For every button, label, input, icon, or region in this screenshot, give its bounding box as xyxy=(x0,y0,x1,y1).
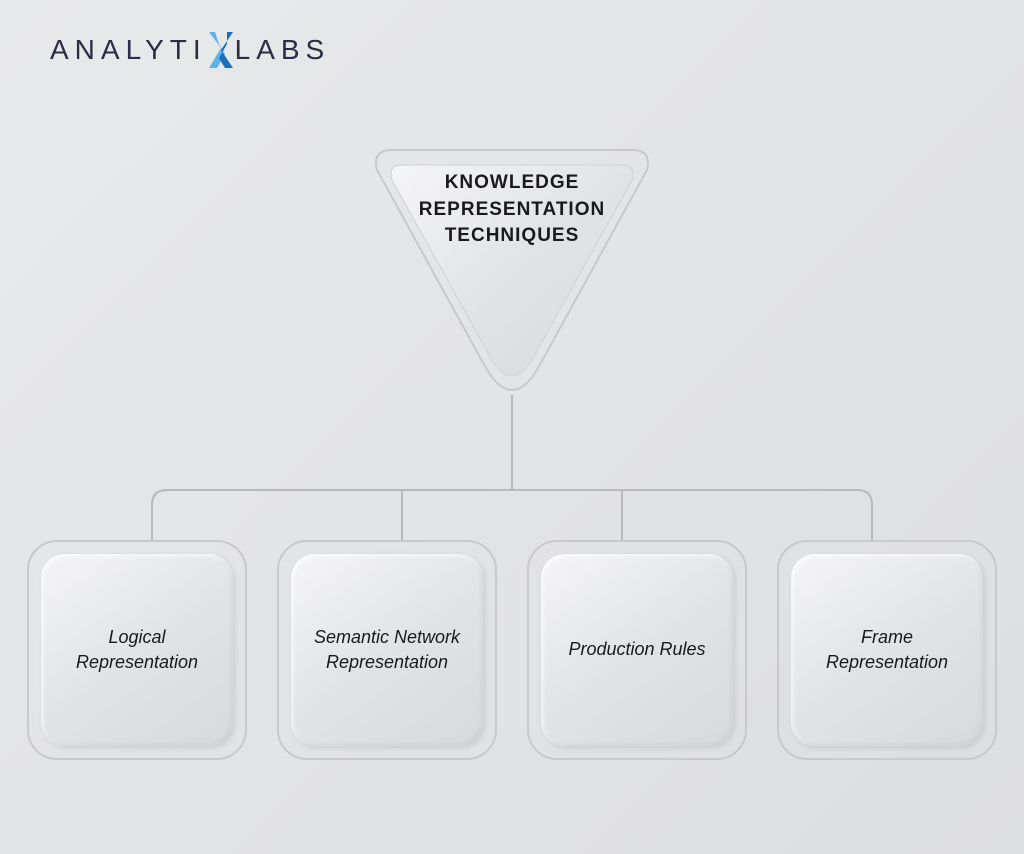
child-node-frame: Frame Representation xyxy=(777,540,997,760)
children-row: Logical Representation Semantic Network … xyxy=(0,540,1024,760)
child-inner: Semantic Network Representation xyxy=(291,554,483,746)
child-label: Frame Representation xyxy=(811,625,963,675)
child-label: Semantic Network Representation xyxy=(311,625,463,675)
child-node-semantic: Semantic Network Representation xyxy=(277,540,497,760)
child-inner: Frame Representation xyxy=(791,554,983,746)
child-node-logical: Logical Representation xyxy=(27,540,247,760)
child-node-production: Production Rules xyxy=(527,540,747,760)
child-label: Production Rules xyxy=(568,637,705,662)
child-label: Logical Representation xyxy=(61,625,213,675)
child-inner: Production Rules xyxy=(541,554,733,746)
child-inner: Logical Representation xyxy=(41,554,233,746)
root-node-label: KNOWLEDGE REPRESENTATION TECHNIQUES xyxy=(402,170,622,250)
